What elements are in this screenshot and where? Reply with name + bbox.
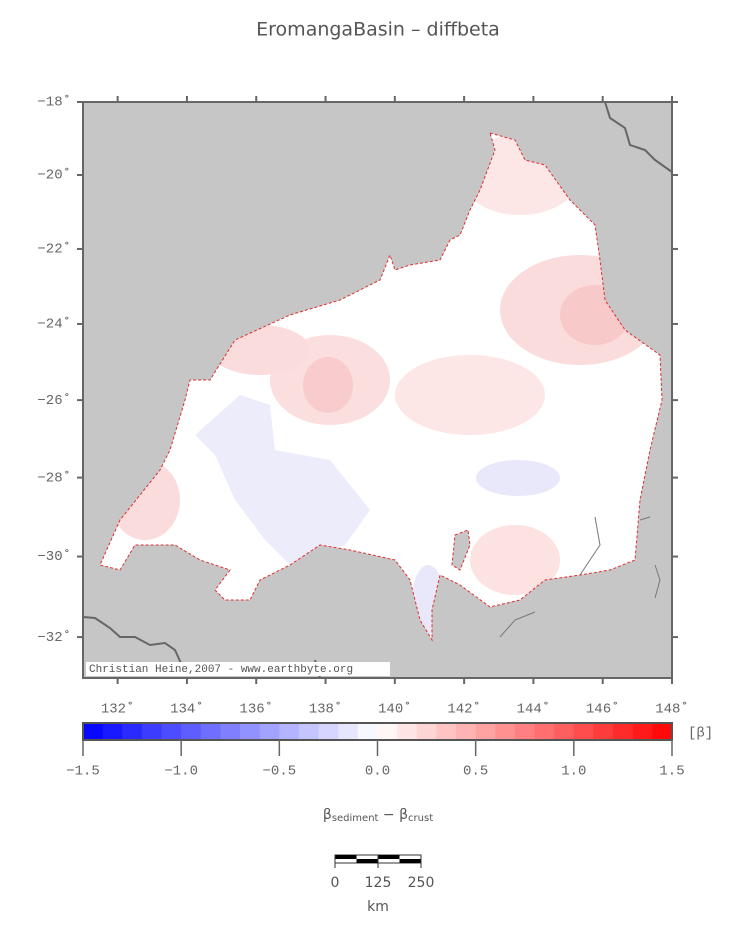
map-frame — [82, 101, 673, 679]
colorbar-cell — [279, 723, 300, 740]
title: EromangaBasin – diffbeta — [256, 19, 500, 41]
colorbar-tick-label: −0.5 — [263, 764, 297, 780]
lat-label: −32˚ — [37, 630, 71, 646]
lon-label: 132˚ — [101, 702, 135, 718]
lat-label: −24˚ — [37, 317, 71, 333]
colorbar-cell — [102, 723, 123, 740]
colorbar-cell — [377, 723, 398, 740]
lon-label: 140˚ — [378, 702, 412, 718]
colorbar-cell — [357, 723, 378, 740]
label-part: − — [378, 807, 399, 823]
colorbar-cell — [534, 723, 555, 740]
colorbar-tick-label: −1.0 — [164, 764, 198, 780]
scale-bar-segment — [356, 859, 378, 863]
credit: Christian Heine,2007 - www.earthbyte.org — [89, 664, 353, 676]
colorbar-cell — [456, 723, 477, 740]
colorbar-cell — [338, 723, 359, 740]
colorbar-label: βsediment − βcrust — [323, 807, 433, 824]
colorbar-tick-label: 1.0 — [561, 764, 586, 780]
colorbar-cell — [397, 723, 418, 740]
colorbar-cell — [554, 723, 575, 740]
label-part: sediment — [332, 813, 379, 824]
lon-label: 142˚ — [447, 702, 481, 718]
lat-label: −20˚ — [37, 168, 71, 184]
colorbar-cell — [495, 723, 516, 740]
colorbar-cell — [573, 723, 594, 740]
colorbar-cell — [141, 723, 163, 740]
lat-label: −18˚ — [37, 95, 71, 111]
rivers — [499, 516, 661, 638]
colorbar-cell — [83, 723, 104, 740]
label-part: β — [399, 807, 408, 823]
colorbar-cell — [613, 723, 634, 740]
lon-label: 134˚ — [170, 702, 204, 718]
island — [451, 529, 471, 571]
colorbar-cell — [475, 723, 496, 740]
colorbar-cell — [240, 723, 261, 740]
scale-bar-segment — [335, 855, 357, 859]
colorbar-tick-label: 0.0 — [365, 764, 390, 780]
colorbar-tick-label: −1.5 — [66, 764, 100, 780]
colorbar-cell — [122, 723, 143, 740]
scale-bar-segment — [378, 855, 400, 859]
lat-label: −26˚ — [37, 393, 71, 409]
colorbar-cell — [632, 723, 653, 740]
label-part: β — [323, 807, 332, 823]
colorbar-cell — [200, 723, 221, 740]
colorbar-cell — [436, 723, 457, 740]
scale-bar-segment — [399, 859, 421, 863]
colorbar-cell — [259, 723, 280, 740]
lat-label: −22˚ — [37, 242, 71, 258]
colorbar — [83, 723, 673, 740]
colorbar-tick-label: 1.5 — [659, 764, 684, 780]
colorbar-cell — [318, 723, 339, 740]
credit-bg — [86, 662, 390, 676]
colorbar-tick-label: 0.5 — [463, 764, 488, 780]
scale-unit: km — [367, 899, 389, 915]
colorbar-cell — [514, 723, 536, 740]
lat-label: −28˚ — [37, 470, 71, 486]
lat-label: −30˚ — [37, 549, 71, 565]
lon-label: 136˚ — [239, 702, 273, 718]
colorbar-cell — [416, 723, 437, 740]
scale-tick-label: 0 — [331, 875, 340, 891]
colorbar-cell — [220, 723, 241, 740]
lon-label: 146˚ — [586, 702, 620, 718]
lon-label: 138˚ — [309, 702, 343, 718]
lon-label: 148˚ — [655, 702, 689, 718]
colorbar-cell — [298, 723, 320, 740]
scale-tick-label: 250 — [408, 875, 435, 891]
colorbar-cell — [652, 723, 673, 740]
colorbar-cell — [181, 723, 202, 740]
label-part: crust — [408, 813, 433, 824]
scale-tick-label: 125 — [365, 875, 392, 891]
colorbar-unit: [β] — [688, 726, 713, 742]
colorbar-cell — [593, 723, 614, 740]
lon-label: 144˚ — [517, 702, 551, 718]
colorbar-cell — [161, 723, 182, 740]
